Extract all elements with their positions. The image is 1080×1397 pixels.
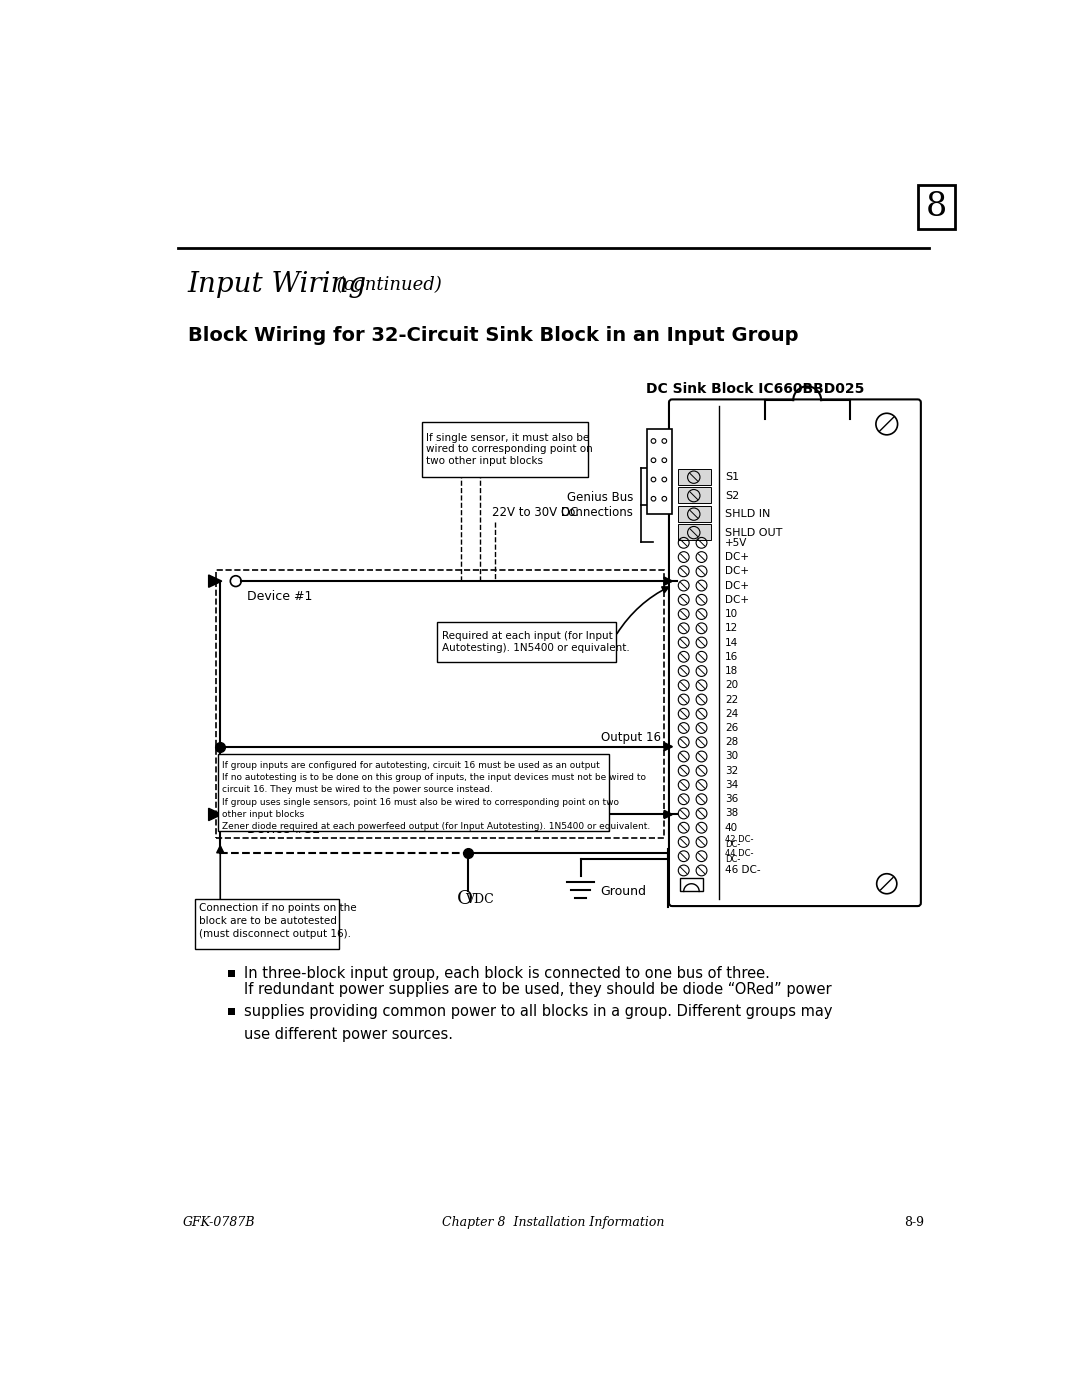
Text: Ground: Ground (600, 884, 646, 898)
Text: (continued): (continued) (332, 275, 442, 293)
Bar (437, 622, 616, 662)
Text: 22: 22 (725, 694, 738, 704)
Text: circuit 16. They must be wired to the power source instead.: circuit 16. They must be wired to the po… (221, 785, 492, 793)
Bar (218, 754, 609, 831)
Text: 8-9: 8-9 (904, 1215, 924, 1229)
Text: 20: 20 (725, 680, 738, 690)
Text: SHLD IN: SHLD IN (725, 509, 770, 520)
Bar (647, 429, 672, 514)
Text: 32: 32 (725, 766, 738, 775)
Polygon shape (208, 576, 221, 587)
Text: 14: 14 (725, 637, 738, 648)
Text: Device #32: Device #32 (247, 823, 321, 837)
Text: DC+: DC+ (725, 581, 748, 591)
Text: DC+: DC+ (725, 552, 748, 562)
Bar (678, 524, 711, 541)
Text: Input Wiring: Input Wiring (188, 271, 367, 298)
Text: Connection if no points on the
block are to be autotested
(must disconnect outpu: Connection if no points on the block are… (200, 902, 357, 939)
Text: 26: 26 (725, 724, 738, 733)
Text: Zener diode required at each powerfeed output (for Input Autotesting). 1N5400 or: Zener diode required at each powerfeed o… (221, 823, 650, 831)
Text: 18: 18 (725, 666, 738, 676)
Text: DC+: DC+ (725, 566, 748, 577)
Text: 40: 40 (725, 823, 738, 833)
Text: 38: 38 (725, 809, 738, 819)
Text: 16: 16 (725, 652, 738, 662)
Text: 34: 34 (725, 780, 738, 789)
Text: +5V: +5V (725, 538, 747, 548)
Bar (678, 488, 711, 503)
Text: In three-block input group, each block is connected to one bus of three.: In three-block input group, each block i… (243, 965, 769, 981)
Text: 28: 28 (725, 738, 738, 747)
Text: Device #1: Device #1 (247, 590, 313, 604)
Text: Output 16: Output 16 (602, 731, 661, 745)
Text: Block Wiring for 32-Circuit Sink Block in an Input Group: Block Wiring for 32-Circuit Sink Block i… (188, 326, 798, 345)
Polygon shape (208, 809, 221, 820)
Text: 42 DC-: 42 DC- (725, 834, 753, 844)
Text: O: O (457, 890, 473, 908)
Text: DC-: DC- (725, 855, 740, 863)
Text: Required at each input (for Input
Autotesting). 1N5400 or equivalent.: Required at each input (for Input Autote… (442, 631, 630, 652)
Text: other input blocks: other input blocks (221, 810, 305, 819)
Text: DC-: DC- (725, 841, 740, 849)
Bar (195, 900, 339, 949)
Bar (678, 506, 711, 522)
Bar (918, 184, 955, 229)
Text: 36: 36 (725, 795, 738, 805)
Bar (678, 469, 711, 485)
Text: If group uses single sensors, point 16 must also be wired to corresponding point: If group uses single sensors, point 16 m… (221, 798, 619, 806)
Text: 8: 8 (926, 191, 947, 224)
Text: 22V to 30V DC: 22V to 30V DC (491, 506, 578, 520)
Text: S2: S2 (725, 490, 739, 500)
Bar (216, 570, 664, 838)
Text: DC Sink Block IC660BBD025: DC Sink Block IC660BBD025 (646, 381, 864, 395)
Text: If redundant power supplies are to be used, they should be diode “ORed” power
su: If redundant power supplies are to be us… (243, 982, 832, 1042)
Text: VDC: VDC (465, 893, 494, 905)
Text: 24: 24 (725, 708, 738, 719)
Text: GFK-0787B: GFK-0787B (183, 1215, 256, 1229)
Text: 12: 12 (725, 623, 738, 633)
Bar (228, 1009, 235, 1016)
Bar (422, 422, 589, 478)
Text: S1: S1 (725, 472, 739, 482)
Text: 10: 10 (725, 609, 738, 619)
Text: Chapter 8  Installation Information: Chapter 8 Installation Information (443, 1215, 664, 1229)
Text: If single sensor, it must also be
wired to corresponding point on
two other inpu: If single sensor, it must also be wired … (427, 433, 593, 467)
Text: DC+: DC+ (725, 595, 748, 605)
Text: If group inputs are configured for autotesting, circuit 16 must be used as an ou: If group inputs are configured for autot… (221, 760, 599, 770)
Bar (679, 877, 703, 891)
Text: 30: 30 (725, 752, 738, 761)
Text: 44 DC-: 44 DC- (725, 849, 753, 858)
Text: 46 DC-: 46 DC- (725, 866, 760, 876)
Text: Genius Bus
Connections: Genius Bus Connections (561, 490, 633, 518)
Text: SHLD OUT: SHLD OUT (725, 528, 782, 538)
Bar (228, 970, 235, 977)
Text: If no autotesting is to be done on this group of inputs, the input devices must : If no autotesting is to be done on this … (221, 773, 646, 782)
FancyBboxPatch shape (669, 400, 921, 907)
